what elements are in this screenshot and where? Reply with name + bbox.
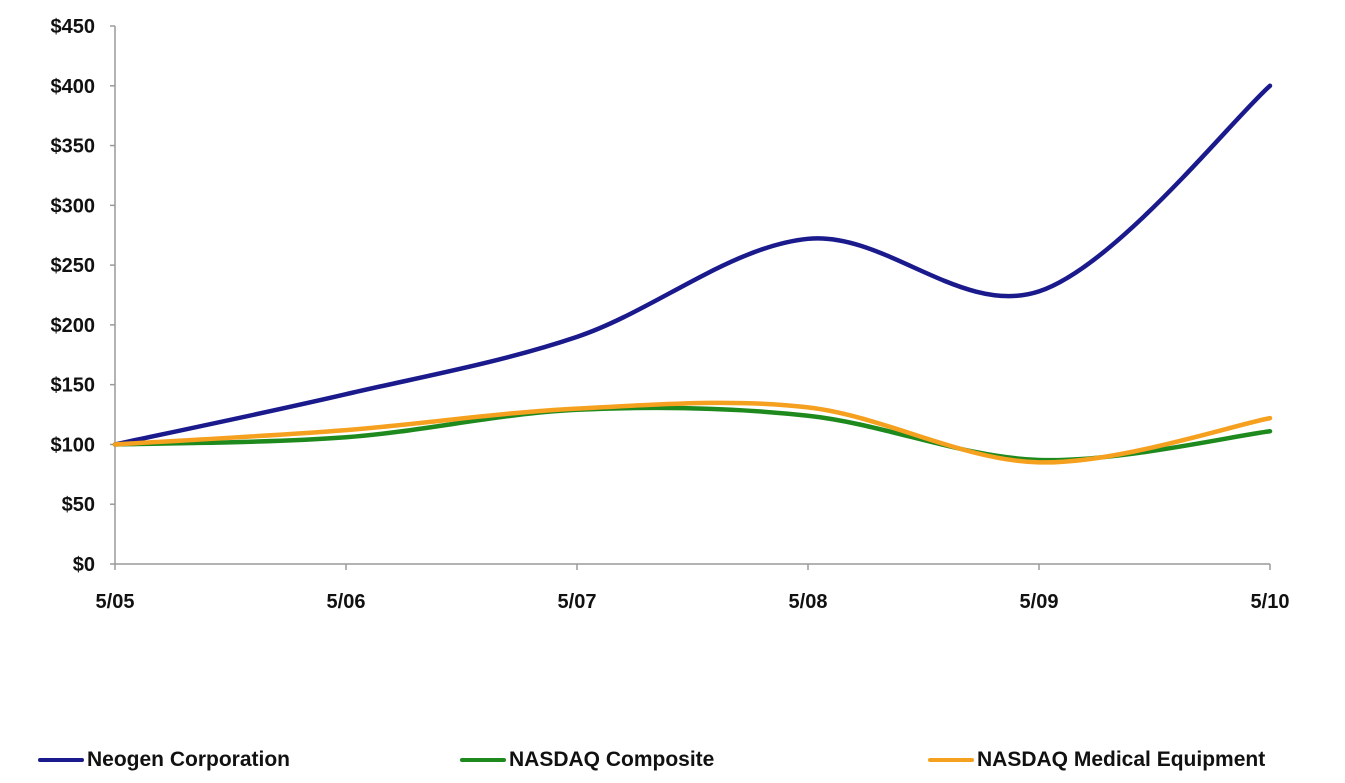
x-tick-label: 5/07	[558, 591, 597, 613]
y-tick-labels: $0 $50 $100 $150 $200 $250 $300 $350 $400 $450	[51, 16, 96, 576]
y-tick-label: $250	[51, 255, 96, 277]
series-lines	[112, 83, 1273, 465]
legend-label-neogen: Neogen Corporation	[87, 747, 290, 771]
legend-swatch-neogen	[38, 757, 84, 762]
x-tick-label: 5/06	[327, 591, 366, 613]
y-tick-label: $0	[73, 554, 95, 576]
legend-item-nasdaq-medical: NASDAQ Medical Equipment	[928, 741, 1265, 778]
chart-legend: Neogen Corporation NASDAQ Composite NASD…	[0, 741, 1345, 778]
chart-axes	[110, 25, 1271, 570]
legend-swatch-nasdaq-composite	[460, 757, 506, 762]
y-tick-label: $100	[51, 434, 96, 456]
legend-label-nasdaq-medical: NASDAQ Medical Equipment	[977, 747, 1266, 771]
x-tick-label: 5/10	[1251, 591, 1290, 613]
y-tick-label: $400	[51, 76, 96, 98]
legend-item-neogen: Neogen Corporation	[38, 741, 290, 778]
y-tick-label: $200	[51, 315, 96, 337]
series-line-nasdaq-medical	[112, 400, 1273, 465]
series-line-neogen	[112, 83, 1273, 447]
legend-label-nasdaq-composite: NASDAQ Composite	[509, 747, 715, 771]
y-tick-label: $450	[51, 16, 96, 38]
legend-swatch-nasdaq-medical	[928, 757, 974, 762]
x-tick-label: 5/09	[1020, 591, 1059, 613]
legend-item-nasdaq-composite: NASDAQ Composite	[460, 741, 714, 778]
y-tick-label: $350	[51, 136, 96, 158]
y-tick-label: $150	[51, 375, 96, 397]
x-tick-label: 5/05	[96, 591, 135, 613]
x-tick-label: 5/08	[789, 591, 828, 613]
x-tick-labels: 5/05 5/06 5/07 5/08 5/09 5/10	[96, 591, 1290, 613]
y-tick-label: $50	[62, 494, 95, 516]
y-tick-label: $300	[51, 195, 96, 217]
